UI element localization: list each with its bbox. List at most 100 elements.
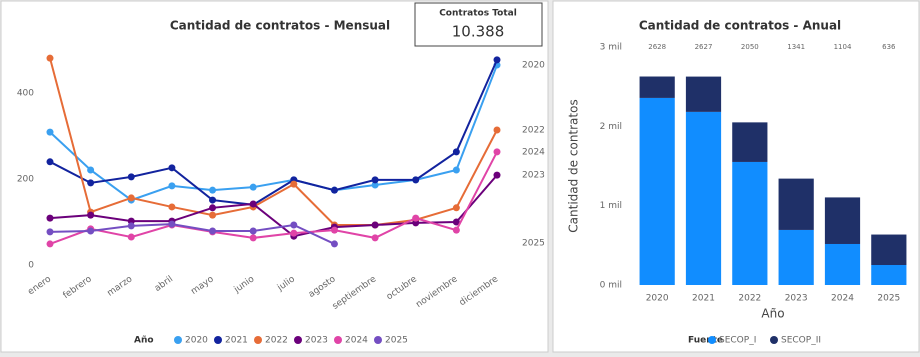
- line-series: [49, 151, 498, 245]
- total-label: 1341: [787, 43, 805, 51]
- line-point: [127, 194, 135, 202]
- line-point: [168, 182, 176, 190]
- line-point: [46, 228, 54, 236]
- legend-swatch: [294, 336, 302, 344]
- line-series: [49, 57, 498, 227]
- line-point: [330, 226, 338, 234]
- series-end-label: 2024: [522, 147, 545, 157]
- line-point: [209, 211, 217, 219]
- line-point: [371, 176, 379, 184]
- x-tick-label: 2022: [738, 294, 761, 304]
- y-tick-label: 0: [28, 261, 34, 271]
- line-point: [127, 222, 135, 230]
- line-point: [168, 164, 176, 172]
- y-tick-label: 1 mil: [600, 201, 622, 211]
- x-tick-label: 2021: [692, 294, 715, 304]
- y-tick-label: 200: [17, 175, 34, 185]
- legend-label: SECOP_I: [719, 336, 756, 346]
- y-tick-label: 3 mil: [600, 43, 622, 53]
- line-point: [46, 214, 54, 222]
- line-series: [49, 174, 498, 238]
- line-point: [452, 166, 460, 174]
- card-value: 10.388: [452, 23, 505, 41]
- total-label: 2050: [741, 43, 759, 51]
- x-tick-label: 2025: [877, 294, 900, 304]
- legend-label: 2023: [305, 336, 328, 346]
- line-point: [249, 200, 257, 208]
- legend-swatch: [214, 336, 222, 344]
- line-point: [87, 166, 95, 174]
- y-tick-label: 400: [17, 89, 34, 99]
- legend-swatch: [334, 336, 342, 344]
- legend-label: 2022: [265, 336, 288, 346]
- y-tick-label: 0 mil: [600, 281, 622, 291]
- line-point: [371, 234, 379, 242]
- total-label: 2628: [648, 43, 666, 51]
- line-point: [290, 180, 298, 188]
- line-point: [87, 227, 95, 235]
- line-point: [493, 56, 501, 64]
- line-series: [49, 59, 498, 206]
- line-point: [452, 226, 460, 234]
- line-series: [49, 64, 498, 202]
- line-point: [209, 186, 217, 194]
- legend-label: SECOP_II: [781, 336, 821, 346]
- line-point: [290, 221, 298, 229]
- series-end-label: 2023: [522, 171, 545, 181]
- chart-title: Cantidad de contratos - Anual: [639, 19, 841, 33]
- y-tick-label: 2 mil: [600, 122, 622, 132]
- series-end-label: 2025: [522, 239, 545, 249]
- line-point: [452, 204, 460, 212]
- line-point: [46, 240, 54, 248]
- total-label: 1104: [834, 43, 852, 51]
- line-point: [46, 158, 54, 166]
- line-point: [209, 227, 217, 235]
- line-point: [452, 148, 460, 156]
- line-panel: [0, 0, 549, 353]
- line-point: [412, 176, 420, 184]
- legend-label: 2020: [185, 336, 208, 346]
- kpi-card: [414, 2, 543, 47]
- line-point: [493, 126, 501, 134]
- line-series: [49, 223, 335, 245]
- legend-swatch: [254, 336, 262, 344]
- legend-title: Fuente: [688, 336, 723, 346]
- legend-label: 2021: [225, 336, 248, 346]
- line-point: [249, 183, 257, 191]
- line-point: [168, 220, 176, 228]
- chart-title: Cantidad de contratos - Mensual: [170, 19, 390, 33]
- bar-segment: [871, 265, 907, 285]
- line-point: [87, 211, 95, 219]
- series-end-label: 2020: [522, 61, 545, 71]
- x-tick-label: 2023: [785, 294, 808, 304]
- total-label: 636: [882, 43, 896, 51]
- x-tick-label: 2024: [831, 294, 854, 304]
- line-point: [249, 227, 257, 235]
- x-tick-label: 2020: [646, 294, 669, 304]
- legend-swatch: [374, 336, 382, 344]
- bar-segment: [778, 229, 814, 285]
- bar-segment: [871, 234, 907, 266]
- line-point: [87, 179, 95, 187]
- line-point: [412, 214, 420, 222]
- line-point: [209, 204, 217, 212]
- line-point: [127, 173, 135, 181]
- line-point: [127, 233, 135, 241]
- x-axis-title: Año: [761, 307, 784, 321]
- legend-swatch: [708, 336, 716, 344]
- bar-segment: [824, 197, 861, 244]
- legend-label: 2024: [345, 336, 368, 346]
- line-point: [209, 196, 217, 204]
- line-point: [493, 148, 501, 156]
- line-point: [371, 221, 379, 229]
- line-point: [249, 234, 257, 242]
- bar-segment: [732, 161, 768, 285]
- legend-swatch: [770, 336, 778, 344]
- bar-segment: [685, 76, 722, 112]
- bar-segment: [732, 122, 768, 162]
- bar-segment: [639, 97, 675, 285]
- bar-segment: [778, 178, 814, 230]
- line-point: [168, 203, 176, 211]
- legend-label: 2025: [385, 336, 408, 346]
